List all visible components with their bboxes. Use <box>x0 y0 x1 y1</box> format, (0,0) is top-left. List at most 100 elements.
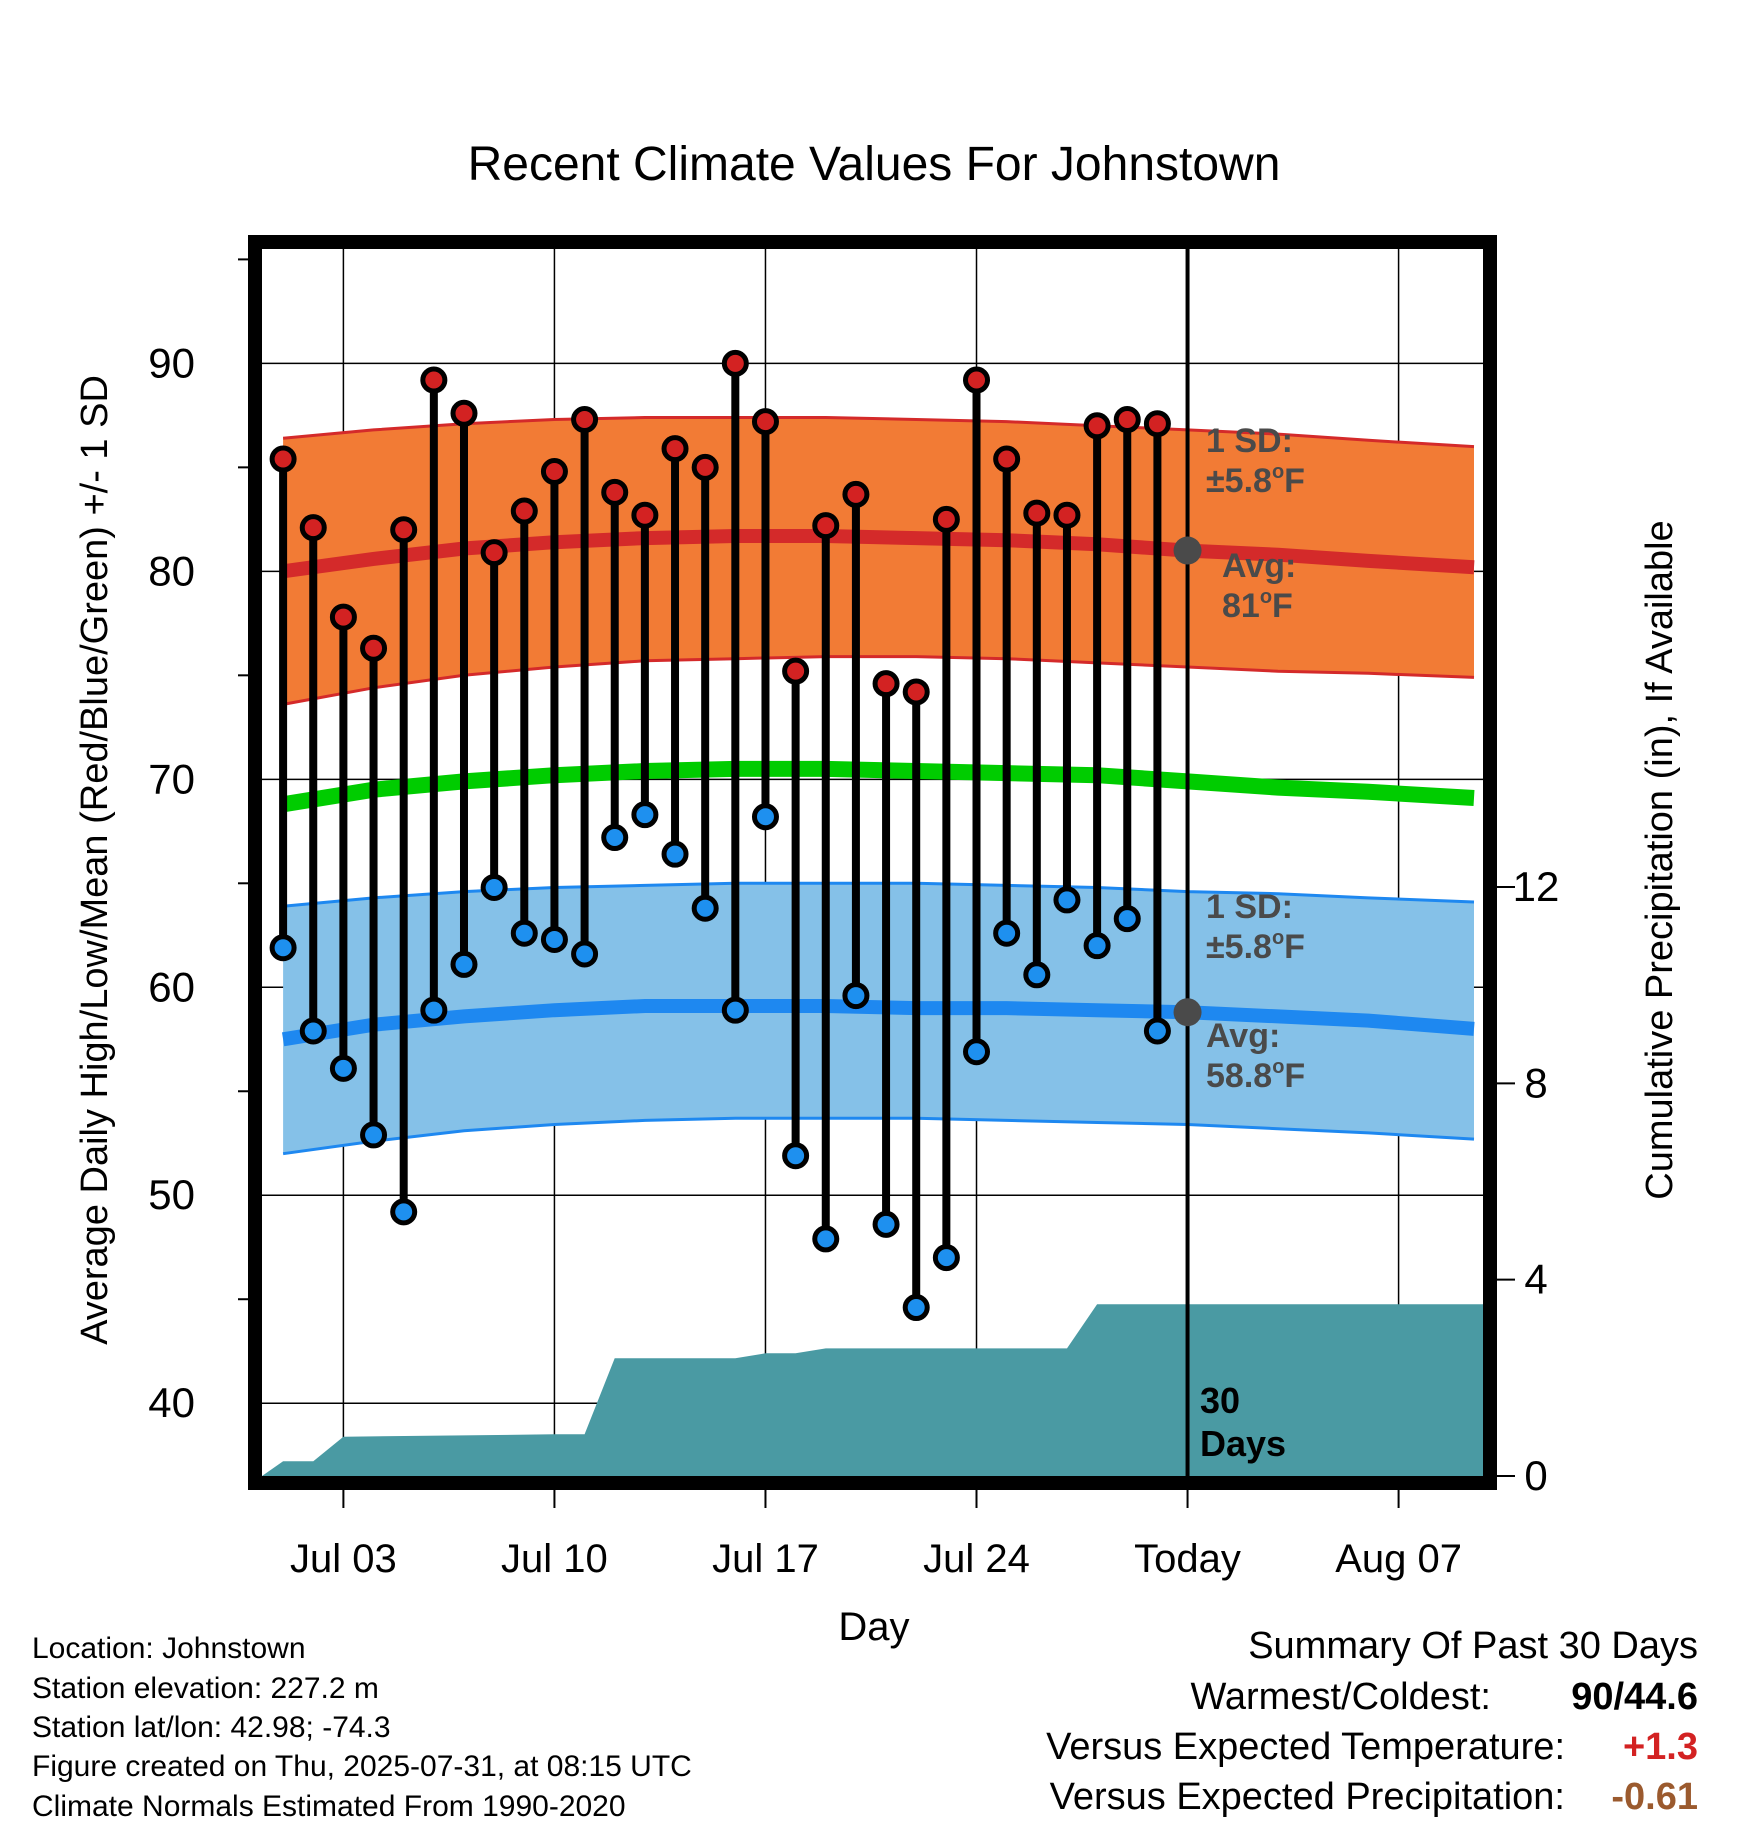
chart-title: Recent Climate Values For Johnstown <box>468 138 1281 191</box>
warm-cold-label: Warmest/Coldest: <box>1190 1676 1491 1718</box>
low-point <box>480 873 508 901</box>
high-point <box>661 435 689 463</box>
x-tick-label: Jul 24 <box>923 1537 1030 1581</box>
low-point <box>510 919 538 947</box>
precip-area <box>262 1304 1483 1476</box>
normals-text: Climate Normals Estimated From 1990-2020 <box>32 1790 626 1823</box>
created-text: Figure created on Thu, 2025-07-31, at 08… <box>32 1750 692 1783</box>
precip-vs-expected-value: -0.61 <box>1611 1776 1698 1818</box>
x-tick-label: Jul 10 <box>501 1537 608 1581</box>
high-point <box>329 603 357 631</box>
low-point <box>1113 905 1141 933</box>
high-sd-annotation-label: 1 SD: <box>1206 422 1293 460</box>
low-avg-annotation-label: Avg: <box>1206 1017 1280 1055</box>
y-tick-label: 40 <box>148 1379 195 1426</box>
precip-vs-expected-label: Versus Expected Precipitation: <box>1049 1776 1565 1818</box>
high-point <box>1023 499 1051 527</box>
low-avg-annotation-value: 58.8oF <box>1206 1056 1305 1095</box>
low-point <box>842 982 870 1010</box>
low-point <box>721 996 749 1024</box>
low-point <box>963 1038 991 1066</box>
low-point <box>360 1121 388 1149</box>
temp-vs-expected-value: +1.3 <box>1622 1726 1698 1768</box>
high-point <box>601 478 629 506</box>
low-point <box>902 1294 930 1322</box>
low-point <box>691 894 719 922</box>
latlon-text: Station lat/lon: 42.98; -74.3 <box>32 1711 391 1744</box>
high-avg-annotation-label: Avg: <box>1222 547 1296 585</box>
y-tick-label: 50 <box>148 1171 195 1218</box>
low-point <box>269 934 297 962</box>
x-axis-label: Day <box>838 1605 909 1649</box>
high-sd-lower-line <box>282 655 1475 706</box>
temp-vs-expected-label: Versus Expected Temperature: <box>1046 1726 1565 1768</box>
high-avg-annotation-value: 81oF <box>1222 586 1293 625</box>
low-point <box>450 950 478 978</box>
y2-axis-label: Cumulative Precipitation (in), If Availa… <box>1639 520 1681 1199</box>
high-point <box>510 497 538 525</box>
low-point <box>782 1142 810 1170</box>
high-point <box>751 408 779 436</box>
low-point <box>932 1244 960 1272</box>
high-point <box>420 366 448 394</box>
y-tick-label: 70 <box>148 755 195 802</box>
low-point <box>329 1054 357 1082</box>
high-point <box>360 634 388 662</box>
low-point <box>571 940 599 968</box>
low-point <box>872 1210 900 1238</box>
summary-title: Summary Of Past 30 Days <box>1248 1625 1698 1667</box>
low-point <box>1023 961 1051 989</box>
x-tick-label: Jul 17 <box>712 1537 819 1581</box>
y2-tick-label: 0 <box>1524 1452 1547 1499</box>
high-point <box>269 445 297 473</box>
low-point <box>540 925 568 953</box>
high-point <box>390 516 418 544</box>
x-tick-label: Today <box>1134 1537 1241 1581</box>
high-point <box>299 514 327 542</box>
y2-tick-label: 8 <box>1524 1059 1547 1106</box>
high-point <box>872 670 900 698</box>
warm-cold-value: 90/44.6 <box>1571 1676 1698 1718</box>
high-point <box>963 366 991 394</box>
high-point <box>631 501 659 529</box>
low-sd-annotation-label: 1 SD: <box>1206 888 1293 926</box>
high-point <box>571 406 599 434</box>
high-point <box>480 539 508 567</box>
location-text: Location: Johnstown <box>32 1632 306 1665</box>
high-avg-line <box>282 529 1475 579</box>
low-sd-annotation-value: ±5.8oF <box>1206 927 1305 966</box>
low-point <box>1053 886 1081 914</box>
high-point <box>902 678 930 706</box>
elevation-text: Station elevation: 227.2 m <box>32 1672 379 1705</box>
high-point <box>993 445 1021 473</box>
low-point <box>661 840 689 868</box>
high-sd-annotation-value: ±5.8oF <box>1206 461 1305 500</box>
high-point <box>450 399 478 427</box>
high-point <box>691 453 719 481</box>
window-label-days: Days <box>1200 1423 1286 1464</box>
window-label-number: 30 <box>1200 1380 1240 1421</box>
high-point <box>932 505 960 533</box>
high-sd-upper-line <box>282 416 1475 449</box>
low-point <box>993 919 1021 947</box>
low-point <box>812 1225 840 1253</box>
y-tick-label: 80 <box>148 547 195 594</box>
high-point <box>842 480 870 508</box>
low-point <box>631 801 659 829</box>
low-point <box>601 824 629 852</box>
high-point <box>782 657 810 685</box>
high-point <box>1053 501 1081 529</box>
y-tick-label: 90 <box>148 339 195 386</box>
low-point <box>299 1017 327 1045</box>
x-tick-label: Jul 03 <box>290 1537 397 1581</box>
y2-tick-label: 4 <box>1524 1256 1547 1303</box>
low-sd-lower-line <box>282 1116 1475 1156</box>
y-axis-label: Average Daily High/Low/Mean (Red/Blue/Gr… <box>74 375 116 1345</box>
low-point <box>390 1198 418 1226</box>
y-tick-label: 60 <box>148 963 195 1010</box>
y2-tick-label: 12 <box>1513 863 1560 910</box>
low-point <box>1083 932 1111 960</box>
